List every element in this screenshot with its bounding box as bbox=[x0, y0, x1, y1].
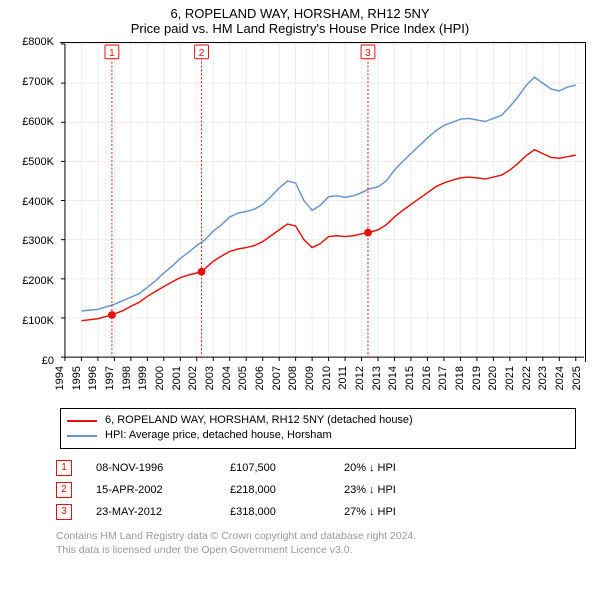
footer-line-1: Contains HM Land Registry data © Crown c… bbox=[56, 529, 576, 543]
svg-text:1: 1 bbox=[109, 48, 115, 59]
y-tick-label: £500K bbox=[22, 156, 54, 168]
x-tick-label: 2014 bbox=[387, 366, 399, 390]
legend-label: 6, ROPELAND WAY, HORSHAM, RH12 5NY (deta… bbox=[105, 413, 413, 428]
x-tick-label: 2009 bbox=[304, 366, 316, 390]
sale-marker-box: 1 bbox=[56, 460, 72, 476]
x-tick-label: 2024 bbox=[554, 366, 566, 390]
sale-price: £107,500 bbox=[230, 462, 320, 474]
page-wrapper: 6, ROPELAND WAY, HORSHAM, RH12 5NY Price… bbox=[0, 0, 600, 590]
legend-row: HPI: Average price, detached house, Hors… bbox=[67, 428, 569, 443]
x-tick-label: 1996 bbox=[87, 366, 99, 390]
sale-pct: 23% bbox=[344, 484, 366, 496]
svg-text:2: 2 bbox=[199, 48, 205, 59]
x-tick-label: 1998 bbox=[121, 366, 133, 390]
x-tick-label: 2016 bbox=[421, 366, 433, 390]
x-tick-label: 2008 bbox=[287, 366, 299, 390]
chart-area: £0£100K£200K£300K£400K£500K£600K£700K£80… bbox=[14, 42, 586, 402]
x-tick-label: 1994 bbox=[54, 366, 66, 390]
sales-table: 108-NOV-1996£107,50020%↓HPI215-APR-2002£… bbox=[56, 457, 576, 523]
sale-hpi-label: HPI bbox=[378, 462, 396, 474]
x-tick-label: 2011 bbox=[337, 366, 349, 390]
legend-label: HPI: Average price, detached house, Hors… bbox=[105, 428, 332, 443]
x-tick-label: 2019 bbox=[471, 366, 483, 390]
footer-line-2: This data is licensed under the Open Gov… bbox=[56, 543, 576, 557]
y-ticks: £0£100K£200K£300K£400K£500K£600K£700K£80… bbox=[14, 42, 60, 362]
sale-row: 3 23-MAY-2012 £318,000 27%↓HPI bbox=[56, 501, 576, 523]
legend: 6, ROPELAND WAY, HORSHAM, RH12 5NY (deta… bbox=[60, 408, 576, 449]
x-tick-label: 1997 bbox=[104, 366, 116, 390]
sale-marker-box: 2 bbox=[56, 482, 72, 498]
sale-date: 23-MAY-2012 bbox=[96, 506, 206, 518]
sale-hpi-delta: 20%↓HPI bbox=[344, 462, 396, 474]
x-tick-label: 2005 bbox=[237, 366, 249, 390]
x-tick-label: 2017 bbox=[437, 366, 449, 390]
x-ticks: 1994199519961997199819992000200120022003… bbox=[60, 362, 586, 402]
y-tick-label: £700K bbox=[22, 76, 54, 88]
sale-marker-box: 3 bbox=[56, 504, 72, 520]
x-tick-label: 2013 bbox=[371, 366, 383, 390]
down-arrow-icon: ↓ bbox=[369, 462, 375, 474]
sale-pct: 20% bbox=[344, 462, 366, 474]
sale-row: 2 15-APR-2002 £218,000 23%↓HPI bbox=[56, 479, 576, 501]
x-tick-label: 2007 bbox=[271, 366, 283, 390]
x-tick-label: 2003 bbox=[204, 366, 216, 390]
x-tick-label: 2025 bbox=[571, 366, 583, 390]
x-tick-label: 2021 bbox=[504, 366, 516, 390]
y-tick-label: £200K bbox=[22, 275, 54, 287]
x-tick-label: 2002 bbox=[187, 366, 199, 390]
sale-hpi-label: HPI bbox=[378, 506, 396, 518]
y-tick-label: £800K bbox=[22, 36, 54, 48]
legend-swatch bbox=[67, 435, 97, 437]
x-tick-label: 2015 bbox=[404, 366, 416, 390]
x-tick-label: 2004 bbox=[221, 366, 233, 390]
sale-hpi-label: HPI bbox=[378, 484, 396, 496]
plot-svg: 1 2 3 bbox=[60, 43, 585, 362]
x-tick-label: 2000 bbox=[154, 366, 166, 390]
x-tick-label: 1999 bbox=[137, 366, 149, 390]
x-tick-label: 2022 bbox=[521, 366, 533, 390]
x-tick-label: 2006 bbox=[254, 366, 266, 390]
sale-date: 08-NOV-1996 bbox=[96, 462, 206, 474]
y-tick-label: £600K bbox=[22, 116, 54, 128]
footer-attribution: Contains HM Land Registry data © Crown c… bbox=[56, 529, 576, 557]
sale-price: £218,000 bbox=[230, 484, 320, 496]
x-tick-label: 2001 bbox=[171, 366, 183, 390]
x-tick-label: 2018 bbox=[454, 366, 466, 390]
sale-price: £318,000 bbox=[230, 506, 320, 518]
sale-date: 15-APR-2002 bbox=[96, 484, 206, 496]
y-tick-label: £400K bbox=[22, 196, 54, 208]
sale-hpi-delta: 23%↓HPI bbox=[344, 484, 396, 496]
down-arrow-icon: ↓ bbox=[369, 484, 375, 496]
down-arrow-icon: ↓ bbox=[369, 506, 375, 518]
sale-hpi-delta: 27%↓HPI bbox=[344, 506, 396, 518]
x-tick-label: 2010 bbox=[321, 366, 333, 390]
y-tick-label: £300K bbox=[22, 235, 54, 247]
x-tick-label: 2012 bbox=[354, 366, 366, 390]
x-tick-label: 1995 bbox=[71, 366, 83, 390]
svg-text:3: 3 bbox=[365, 48, 371, 59]
y-tick-label: £100K bbox=[22, 315, 54, 327]
chart-subtitle: Price paid vs. HM Land Registry's House … bbox=[14, 21, 586, 36]
sale-row: 1 08-NOV-1996 £107,500 20%↓HPI bbox=[56, 457, 576, 479]
x-tick-label: 2020 bbox=[487, 366, 499, 390]
chart-title: 6, ROPELAND WAY, HORSHAM, RH12 5NY bbox=[14, 6, 586, 21]
plot: 1 2 3 bbox=[60, 42, 586, 362]
sale-pct: 27% bbox=[344, 506, 366, 518]
x-tick-label: 2023 bbox=[537, 366, 549, 390]
y-tick-label: £0 bbox=[42, 355, 54, 367]
legend-row: 6, ROPELAND WAY, HORSHAM, RH12 5NY (deta… bbox=[67, 413, 569, 428]
legend-swatch bbox=[67, 420, 97, 422]
